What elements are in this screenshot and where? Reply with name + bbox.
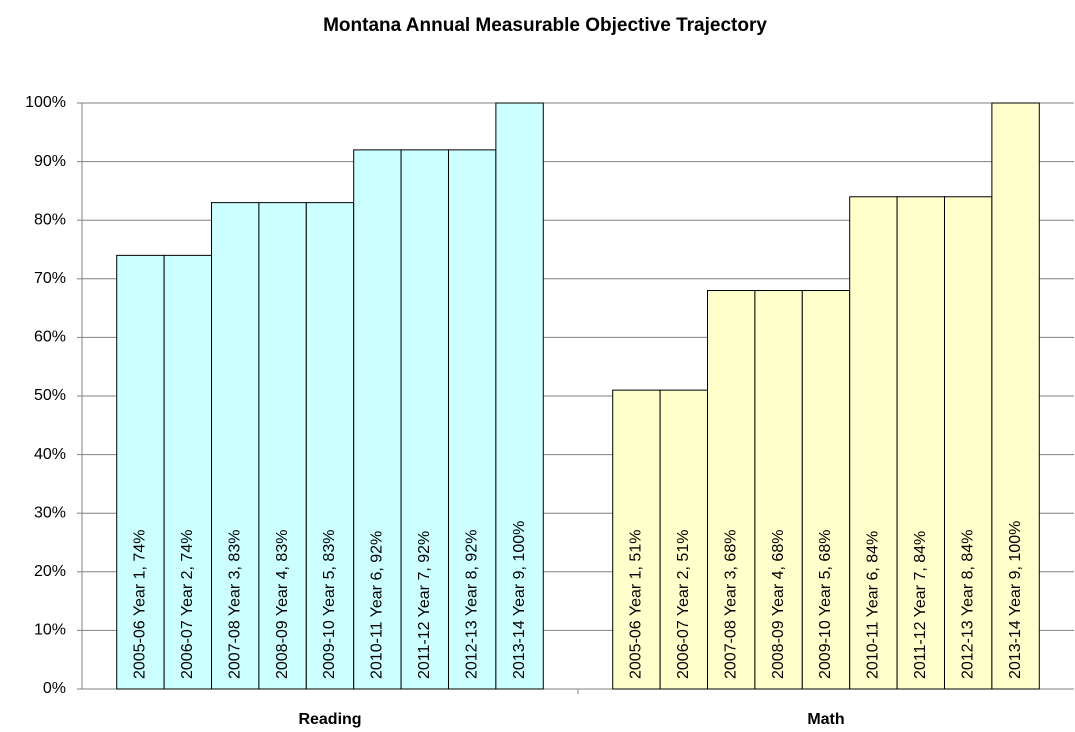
y-tick-label: 0%: [43, 680, 66, 697]
y-tick-label: 20%: [34, 563, 66, 580]
y-tick-label: 30%: [34, 504, 66, 521]
bar: [849, 196, 898, 690]
data-label: 2010-11 Year 6, 84%: [865, 531, 882, 679]
data-label: 2006-07 Year 2, 74%: [179, 530, 196, 679]
bar: [211, 202, 260, 690]
data-label: 2009-10 Year 5, 83%: [321, 530, 338, 679]
bar: [400, 149, 449, 690]
data-label: 2012-13 Year 8, 92%: [463, 530, 480, 679]
data-label: 2008-09 Year 4, 83%: [274, 530, 291, 679]
data-label: 2008-09 Year 4, 68%: [770, 530, 787, 679]
data-label: 2010-11 Year 6, 92%: [369, 531, 386, 679]
data-label: 2013-14 Year 9, 100%: [1007, 521, 1024, 679]
y-tick-label: 70%: [34, 270, 66, 287]
data-label: 2005-06 Year 1, 74%: [132, 530, 149, 679]
y-tick-label: 60%: [34, 329, 66, 346]
bar: [754, 290, 803, 690]
bar: [659, 389, 709, 690]
y-tick-label: 100%: [25, 94, 66, 111]
bar: [991, 102, 1040, 690]
bar: [163, 254, 213, 690]
data-label: 2011-12 Year 7, 92%: [416, 531, 433, 679]
bar: [353, 149, 402, 690]
chart-title: Montana Annual Measurable Objective Traj…: [323, 15, 767, 36]
data-label: 2007-08 Year 3, 83%: [226, 530, 243, 679]
data-label: 2009-10 Year 5, 68%: [817, 530, 834, 679]
y-tick-label: 10%: [34, 622, 66, 639]
bar: [707, 290, 756, 690]
bar: [801, 290, 851, 690]
y-tick-label: 50%: [34, 387, 66, 404]
y-tick-label: 40%: [34, 446, 66, 463]
bar: [495, 102, 544, 690]
data-label: 2012-13 Year 8, 84%: [959, 530, 976, 679]
x-tick-label: Reading: [298, 711, 361, 728]
data-label: 2006-07 Year 2, 51%: [675, 530, 692, 679]
bar: [943, 196, 993, 690]
bar: [612, 389, 661, 690]
data-label: 2007-08 Year 3, 68%: [722, 530, 739, 679]
data-label: 2011-12 Year 7, 84%: [912, 531, 929, 679]
data-label: 2013-14 Year 9, 100%: [511, 521, 528, 679]
bar: [116, 254, 165, 690]
bar: [258, 202, 307, 690]
data-label: 2005-06 Year 1, 51%: [628, 530, 645, 679]
bar: [447, 149, 497, 690]
y-tick-label: 90%: [34, 153, 66, 170]
x-tick-label: Math: [807, 711, 844, 728]
y-tick-label: 80%: [34, 211, 66, 228]
